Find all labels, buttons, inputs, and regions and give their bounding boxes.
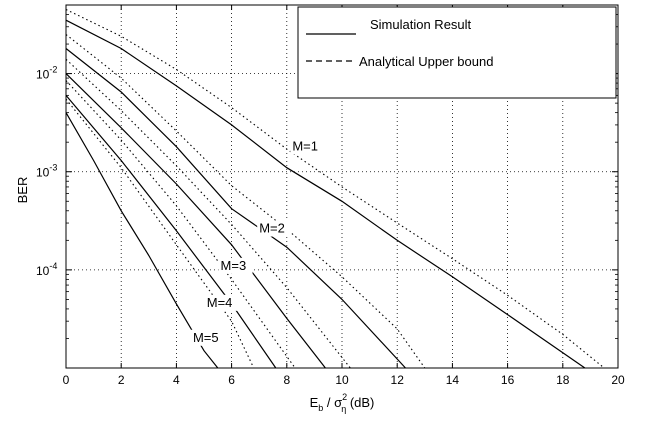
x-tick-label: 8 (283, 373, 290, 387)
curve-annotations: M=1 M=2 M=3 M=4 M=5 (190, 138, 325, 346)
y-tick-exponent: -2 (49, 65, 57, 75)
y-axis-label: BER (15, 177, 30, 204)
y-tick-mantissa: 10 (36, 264, 50, 278)
y-tick-exponent: -4 (49, 261, 57, 271)
x-axis-label-mid: / σ (323, 395, 342, 410)
x-tick-label: 6 (228, 373, 235, 387)
curve-m5-analytical (65, 98, 255, 369)
curve-m3-analytical (65, 58, 351, 369)
curve-label-group: M=4 (204, 294, 239, 311)
curve-label-background (218, 257, 253, 274)
curve-m4-analytical (65, 80, 296, 369)
curve-label-background (257, 220, 292, 237)
curve-label-group: M=3 (218, 257, 253, 274)
curve-m5-simulation (65, 112, 219, 369)
legend-simulation-label: Simulation Result (370, 17, 472, 32)
x-axis-label: Eb / σ2 η (dB) (310, 392, 375, 414)
x-tick-label: 14 (446, 373, 460, 387)
x-tick-label: 20 (611, 373, 625, 387)
curve-label-m2: M=2 (259, 221, 285, 236)
curve-label-m4: M=4 (207, 295, 233, 310)
y-tick-label: 10-3 (36, 163, 57, 180)
ticks (65, 4, 619, 368)
x-tick-label: 16 (501, 373, 515, 387)
curve-label-group: M=2 (257, 220, 292, 237)
curve-m1-simulation (65, 19, 586, 369)
y-tick-exponent: -3 (49, 163, 57, 173)
curve-m3-simulation (65, 73, 326, 369)
curve-label-group: M=1 (290, 138, 325, 155)
x-tick-labels: 0 2 4 6 8 10 12 14 16 18 20 (63, 373, 625, 387)
x-axis-label-base: E (310, 395, 319, 410)
curve-m2-simulation (65, 48, 406, 369)
y-tick-mantissa: 10 (36, 166, 50, 180)
y-tick-label: 10-4 (36, 261, 57, 278)
x-tick-label: 18 (556, 373, 570, 387)
x-axis-label-sup: 2 (342, 392, 347, 402)
x-tick-label: 12 (391, 373, 405, 387)
legend-box (297, 6, 617, 99)
x-tick-label: 10 (335, 373, 349, 387)
y-tick-mantissa: 10 (36, 68, 50, 82)
curve-m4-simulation (65, 95, 277, 369)
x-axis-label-sub: η (341, 404, 346, 414)
x-axis-label-base-sub: b (318, 403, 323, 413)
curve-label-background (204, 294, 239, 311)
legend: Simulation Result Analytical Upper bound (297, 6, 617, 99)
legend-analytical-label: Analytical Upper bound (359, 54, 493, 69)
curve-label-background (190, 329, 225, 346)
x-axis-label-unit: (dB) (346, 395, 374, 410)
y-tick-label: 10-2 (36, 65, 57, 82)
curve-label-group: M=5 (190, 329, 225, 346)
curve-label-m5: M=5 (193, 330, 219, 345)
y-tick-labels: 10-210-310-4 (36, 65, 57, 278)
x-tick-label: 2 (118, 373, 125, 387)
x-tick-label: 0 (63, 373, 70, 387)
curve-label-m3: M=3 (221, 258, 247, 273)
curve-label-background (290, 138, 325, 155)
curve-label-m1: M=1 (292, 138, 318, 153)
curves (65, 9, 605, 369)
curve-m1-analytical (65, 9, 605, 369)
x-tick-label: 4 (173, 373, 180, 387)
